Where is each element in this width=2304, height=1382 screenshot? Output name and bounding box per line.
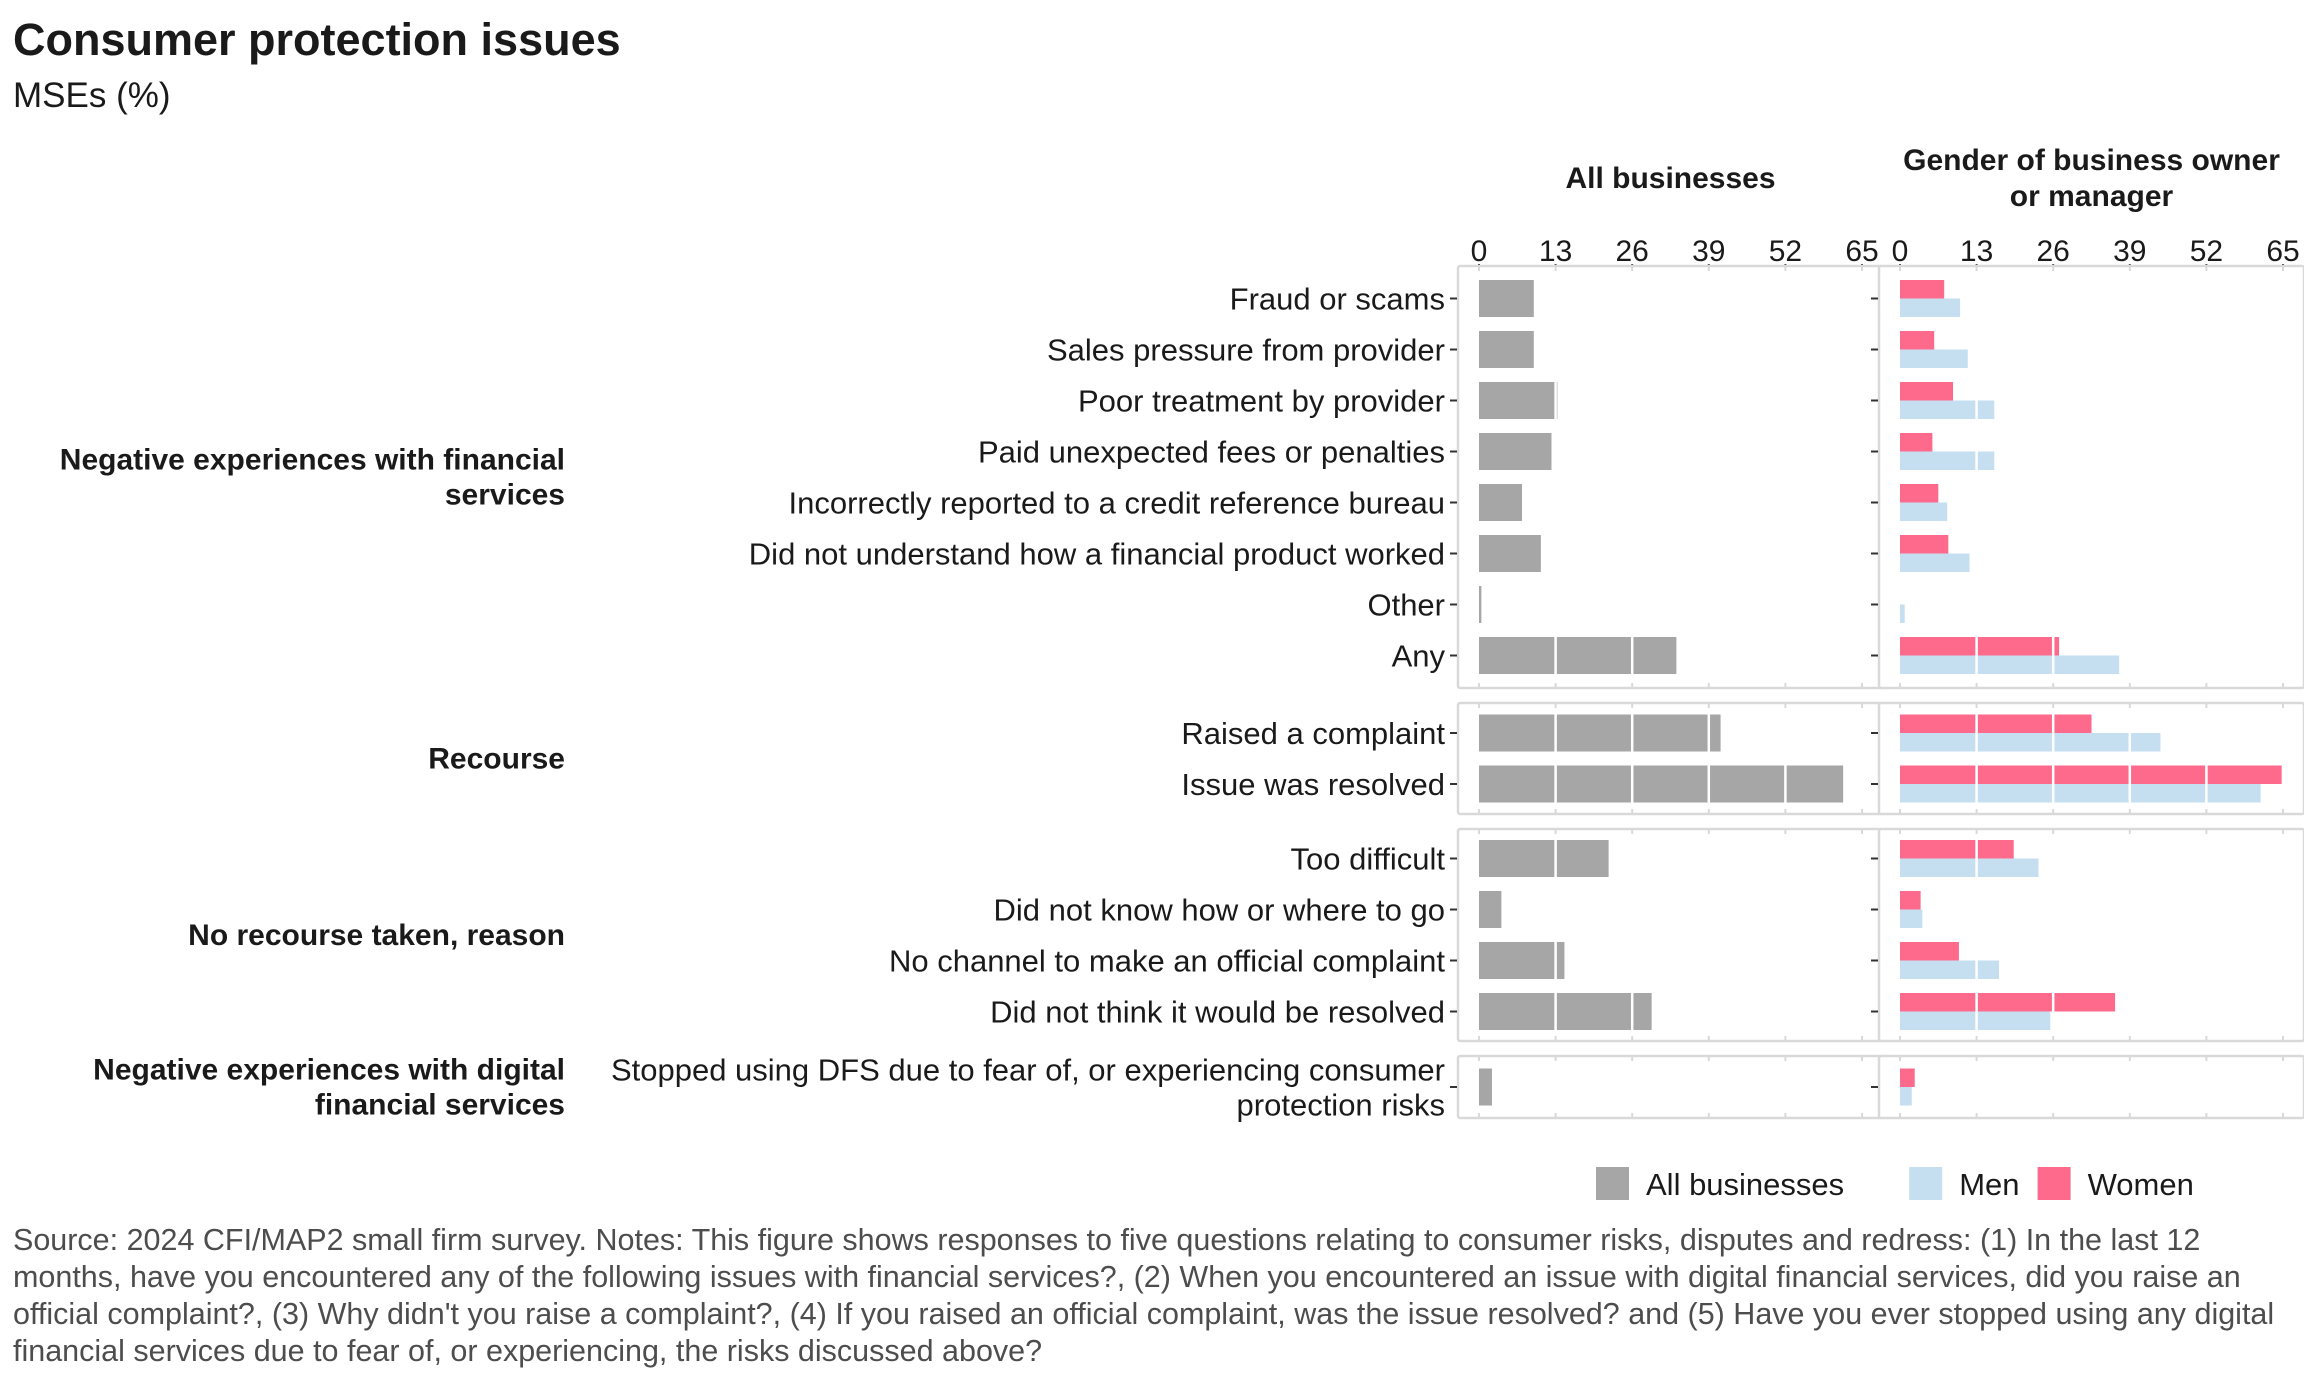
group-label: Negative experiences with financial	[60, 444, 565, 477]
panel-header: or manager	[2010, 180, 2174, 213]
panel-box	[1456, 1054, 1885, 1120]
chart-title: Consumer protection issues	[13, 14, 621, 65]
bar-women	[1900, 331, 1935, 350]
bar-men	[1900, 784, 2261, 803]
panel-box	[1456, 264, 1885, 690]
bar-men	[1900, 451, 1995, 470]
category-label: Did not know how or where to go	[994, 893, 1445, 928]
bar-all-businesses	[1479, 891, 1502, 928]
bar-men	[1900, 733, 2161, 752]
bar-women	[1900, 942, 1959, 961]
group-label: financial services	[315, 1089, 565, 1122]
x-tick-label: 26	[2037, 235, 2070, 268]
category-label: Too difficult	[1290, 842, 1445, 877]
bar-men	[1900, 349, 1968, 368]
bar-all-businesses	[1479, 840, 1609, 877]
bar-women	[1900, 891, 1921, 910]
category-label: Any	[1392, 639, 1446, 674]
group-label: No recourse taken, reason	[188, 919, 565, 952]
group-label: services	[445, 479, 565, 512]
panel-header: All businesses	[1565, 162, 1775, 195]
chart-subtitle: MSEs (%)	[13, 76, 171, 115]
category-label: Fraud or scams	[1230, 282, 1445, 317]
category-label: Stopped using DFS due to fear of, or exp…	[611, 1053, 1445, 1088]
bar-women	[1900, 840, 2014, 859]
bar-men	[1900, 960, 1999, 979]
bar-men	[1900, 400, 1995, 419]
bar-women	[1900, 484, 1939, 503]
bar-all-businesses	[1479, 280, 1534, 317]
bar-women	[1900, 535, 1949, 554]
category-label: Raised a complaint	[1181, 716, 1445, 751]
bar-men	[1900, 1011, 2051, 1030]
bar-men	[1900, 858, 2039, 877]
x-tick-label: 0	[1892, 235, 1909, 268]
bar-all-businesses	[1479, 484, 1523, 521]
bar-all-businesses	[1479, 714, 1721, 752]
bar-men	[1900, 298, 1961, 317]
category-label: Did not understand how a financial produ…	[749, 537, 1445, 572]
category-label: protection risks	[1237, 1088, 1445, 1123]
bar-all-businesses	[1479, 331, 1534, 368]
bar-women	[1900, 765, 2282, 784]
x-tick-label: 39	[1692, 235, 1725, 268]
category-label: Sales pressure from provider	[1047, 333, 1445, 368]
panel-header: Gender of business owner	[1903, 144, 2280, 177]
panel-box	[1877, 827, 2304, 1043]
x-tick-label: 52	[2190, 235, 2223, 268]
category-label: Other	[1367, 588, 1445, 623]
group-label: Recourse	[428, 743, 565, 776]
bar-women	[1900, 433, 1933, 452]
group-label: Negative experiences with digital	[93, 1054, 565, 1087]
bar-men	[1900, 604, 1905, 623]
legend-label: All businesses	[1646, 1167, 1844, 1202]
x-tick-label: 13	[1960, 235, 1993, 268]
bar-men	[1900, 909, 1923, 928]
x-tick-label: 13	[1539, 235, 1572, 268]
bar-all-businesses	[1479, 382, 1558, 419]
category-label: Poor treatment by provider	[1078, 384, 1445, 419]
footnote: Source: 2024 CFI/MAP2 small firm survey.…	[13, 1223, 2275, 1368]
bar-all-businesses	[1479, 1068, 1492, 1106]
panel-box	[1877, 264, 2304, 690]
category-label: Issue was resolved	[1181, 767, 1445, 802]
x-tick-label: 65	[2266, 235, 2299, 268]
x-tick-label: 0	[1471, 235, 1488, 268]
bar-men	[1900, 655, 2120, 674]
bar-all-businesses	[1479, 993, 1652, 1030]
category-label: Paid unexpected fees or penalties	[978, 435, 1445, 470]
x-tick-label: 39	[2113, 235, 2146, 268]
bar-all-businesses	[1479, 765, 1844, 803]
bar-all-businesses	[1479, 586, 1482, 623]
category-label: Did not think it would be resolved	[990, 995, 1445, 1030]
bar-men	[1900, 502, 1948, 521]
bar-all-businesses	[1479, 535, 1541, 572]
legend-label: Men	[1959, 1167, 2019, 1202]
bar-men	[1900, 1087, 1912, 1106]
legend-swatch	[2037, 1167, 2071, 1200]
bar-all-businesses	[1479, 637, 1677, 674]
legend-swatch	[1596, 1167, 1629, 1200]
bar-all-businesses	[1479, 433, 1552, 470]
panel-box	[1877, 1054, 2304, 1120]
bar-women	[1900, 637, 2060, 656]
legend-swatch	[1909, 1167, 1943, 1200]
bar-women	[1900, 382, 1954, 401]
x-tick-label: 52	[1769, 235, 1802, 268]
category-label: No channel to make an official complaint	[889, 944, 1445, 979]
bar-all-businesses	[1479, 942, 1565, 979]
bar-women	[1900, 280, 1945, 299]
category-label: Incorrectly reported to a credit referen…	[788, 486, 1445, 521]
x-tick-label: 26	[1616, 235, 1649, 268]
bar-women	[1900, 1068, 1915, 1087]
x-tick-label: 65	[1845, 235, 1878, 268]
bar-women	[1900, 993, 2116, 1012]
bar-women	[1900, 714, 2092, 733]
bar-men	[1900, 553, 1970, 572]
legend-label: Women	[2088, 1167, 2194, 1202]
